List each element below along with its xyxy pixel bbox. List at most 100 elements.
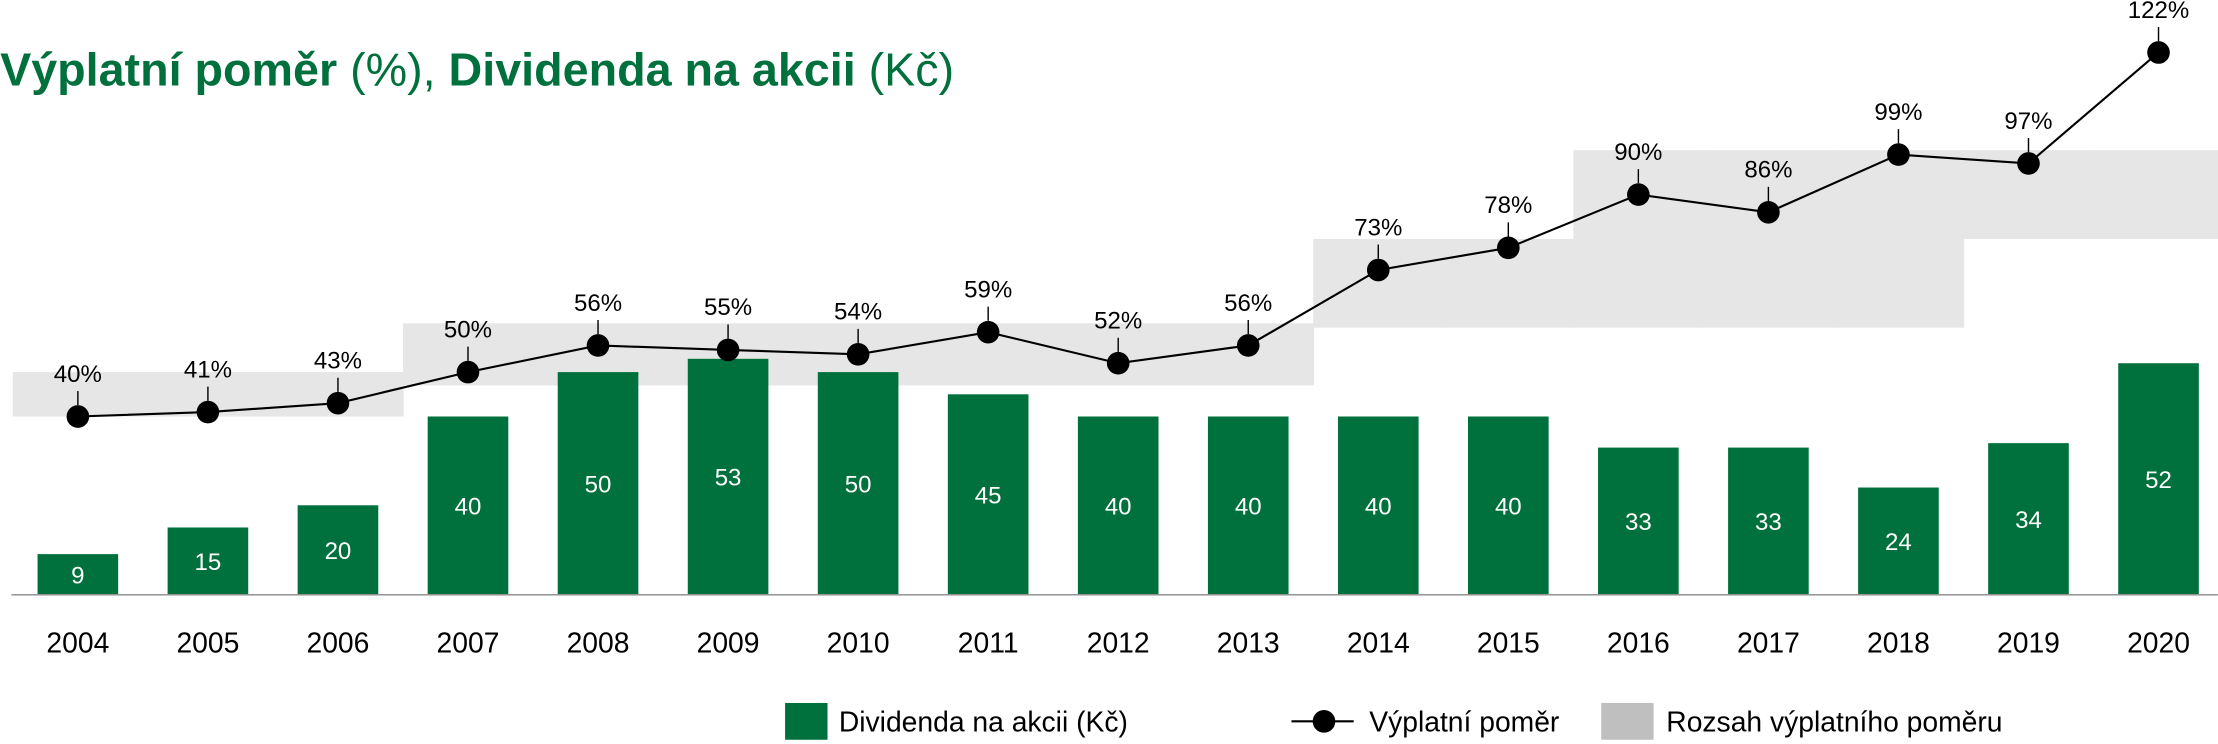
bar-label: 24 <box>1885 529 1912 556</box>
point-label: 97% <box>2004 108 2052 135</box>
bar <box>2118 363 2199 595</box>
line-point <box>1236 334 1260 357</box>
x-tick-label: 2008 <box>567 626 630 658</box>
bar-label: 33 <box>1625 509 1652 536</box>
x-tick-label: 2006 <box>307 626 370 658</box>
range-band <box>1833 150 1965 328</box>
point-label: 50% <box>444 316 492 343</box>
point-label: 86% <box>1744 157 1792 184</box>
bar-label: 33 <box>1755 509 1782 536</box>
x-tick-label: 2005 <box>176 626 239 658</box>
title-part: Výplatní poměr <box>0 44 337 96</box>
bar <box>167 527 249 595</box>
bar-label: 34 <box>2015 507 2042 534</box>
x-tick-label: 2016 <box>1607 626 1670 658</box>
bar <box>37 554 119 595</box>
bar-label: 9 <box>71 562 84 589</box>
bar <box>1077 416 1159 595</box>
bar-label: 40 <box>455 493 482 520</box>
line-point <box>846 343 870 366</box>
line-point <box>1106 351 1130 375</box>
point-label: 78% <box>1484 192 1532 219</box>
line-point <box>196 400 220 424</box>
point-label: 122% <box>2128 0 2189 24</box>
x-tick-label: 2011 <box>958 626 1019 658</box>
legend-swatch <box>1601 702 1654 740</box>
bar <box>1598 447 1679 595</box>
x-tick-label: 2014 <box>1347 626 1410 658</box>
point-label: 99% <box>1874 99 1922 126</box>
line-point <box>2147 41 2170 64</box>
x-tick-label: 2007 <box>437 626 500 658</box>
bar-label: 40 <box>1365 493 1392 520</box>
x-tick-label: 2010 <box>827 626 890 658</box>
bar <box>687 358 769 595</box>
point-label: 54% <box>834 299 882 326</box>
bar <box>1728 447 1809 595</box>
bar-label: 15 <box>195 549 222 576</box>
line-point <box>1627 183 1650 206</box>
x-tick-label: 2013 <box>1217 626 1280 658</box>
x-tick-label: 2018 <box>1867 626 1930 658</box>
x-tick-label: 2015 <box>1477 626 1540 658</box>
bar <box>1207 416 1289 595</box>
bar-label: 45 <box>975 482 1002 509</box>
x-tick-label: 2020 <box>2127 626 2190 658</box>
point-label: 56% <box>1224 290 1272 317</box>
line-point <box>976 320 1000 344</box>
bar <box>297 505 379 595</box>
point-label: 55% <box>704 294 752 321</box>
x-tick-label: 2019 <box>1997 626 2060 658</box>
point-label: 43% <box>314 348 362 375</box>
point-label: 41% <box>184 356 232 383</box>
range-band <box>2093 150 2218 239</box>
point-label: 73% <box>1354 214 1402 241</box>
line-point <box>456 360 480 384</box>
line-point <box>2017 152 2040 175</box>
bar-label: 52 <box>2145 467 2172 494</box>
line-point <box>1497 236 1520 260</box>
x-tick-label: 2004 <box>46 626 109 658</box>
range-band <box>1703 150 1835 328</box>
legend-label: Dividenda na akcii (Kč) <box>839 706 1128 738</box>
x-tick-label: 2009 <box>697 626 760 658</box>
title-part: (Kč) <box>856 44 954 96</box>
bar <box>1337 416 1419 595</box>
bar-label: 40 <box>1235 493 1262 520</box>
bar <box>947 394 1029 595</box>
bar-label: 53 <box>715 465 742 492</box>
line-point <box>1366 258 1390 282</box>
bar-label: 20 <box>325 538 352 565</box>
point-label: 56% <box>574 290 622 317</box>
bar <box>1468 416 1549 595</box>
point-label: 90% <box>1614 139 1662 166</box>
line-point <box>66 405 90 428</box>
bar-label: 50 <box>845 471 872 498</box>
bar-label: 40 <box>1105 493 1132 520</box>
x-tick-label: 2012 <box>1087 626 1150 658</box>
bar <box>1858 487 1939 595</box>
x-tick-label: 2017 <box>1737 626 1800 658</box>
line-point <box>1757 200 1780 224</box>
bar-label: 50 <box>585 471 612 498</box>
line-point <box>326 391 350 415</box>
title-part: Dividenda na akcii <box>449 44 856 96</box>
line-point <box>716 338 740 362</box>
point-label: 59% <box>964 276 1012 303</box>
chart-title: Výplatní poměr (%), Dividenda na akcii (… <box>0 44 954 96</box>
legend-swatch <box>785 702 828 740</box>
title-part: (%), <box>337 44 448 96</box>
bar <box>427 416 509 595</box>
bar <box>817 372 899 595</box>
legend-label: Rozsah výplatního poměru <box>1666 706 2002 738</box>
point-label: 52% <box>1094 308 1142 335</box>
line-point <box>1887 143 1910 166</box>
legend-label: Výplatní poměr <box>1369 706 1559 738</box>
bar <box>557 372 639 595</box>
bar <box>1988 443 2069 595</box>
legend-swatch <box>1312 710 1336 733</box>
point-label: 40% <box>54 361 102 388</box>
line-point <box>586 334 610 357</box>
bar-label: 40 <box>1495 493 1522 520</box>
